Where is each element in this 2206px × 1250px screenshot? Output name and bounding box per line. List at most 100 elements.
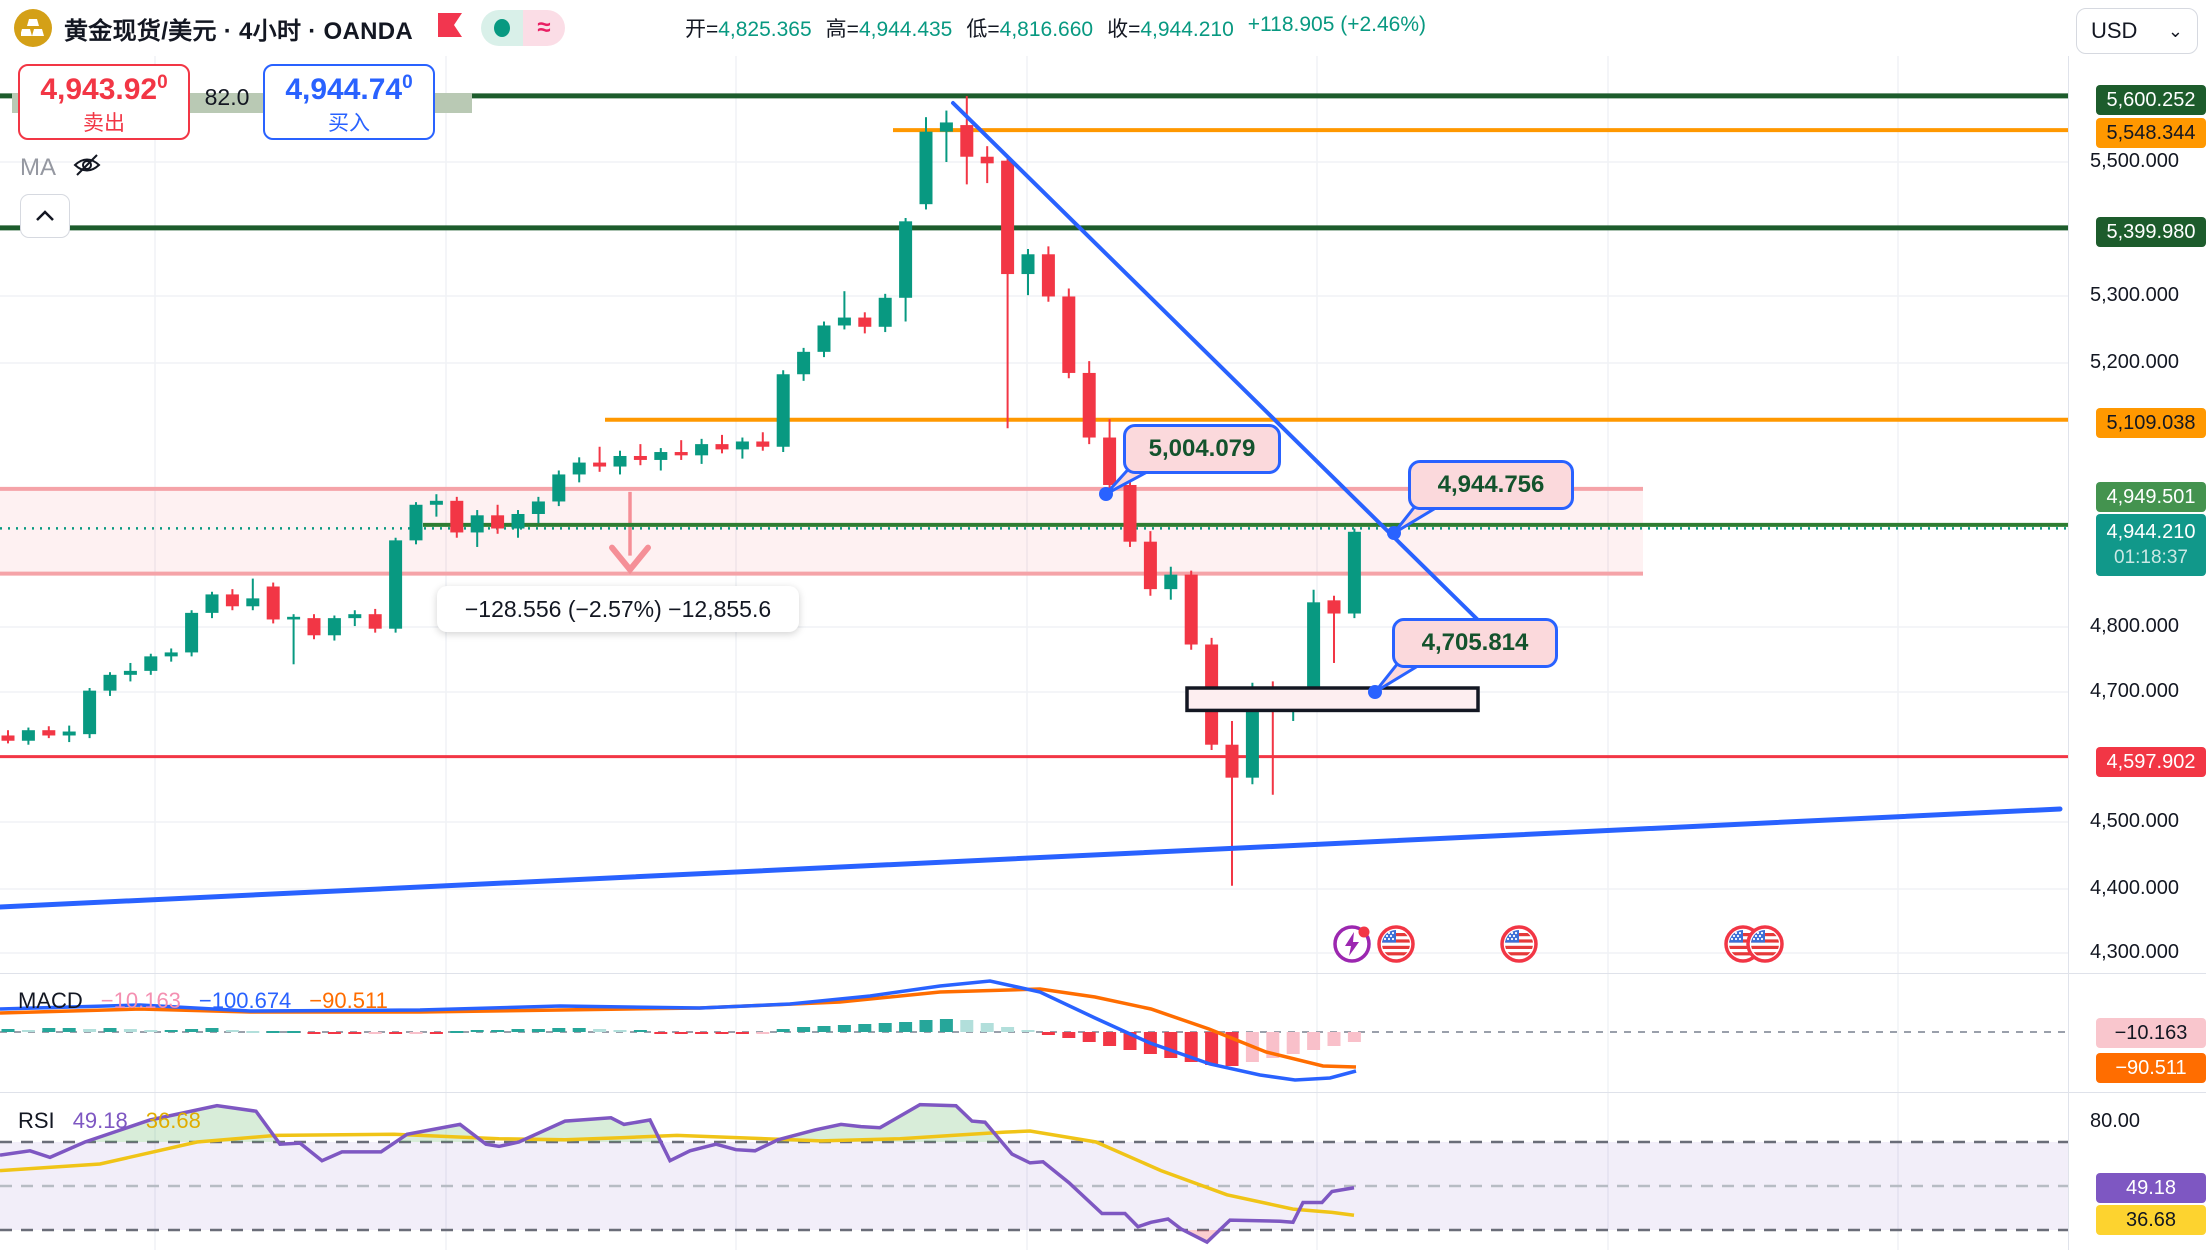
rsi-pane-separator[interactable] bbox=[0, 1092, 2206, 1093]
ascending-trendline[interactable] bbox=[0, 806, 2063, 910]
macd-hist-bar bbox=[633, 1030, 647, 1032]
axis-label: 5,300.000 bbox=[2090, 284, 2179, 306]
macd-hist-bar bbox=[491, 1030, 505, 1032]
sell-price: 4,943.92 bbox=[40, 72, 158, 106]
candle-body bbox=[960, 125, 974, 157]
axis-price-badge: 4,949.501 bbox=[2096, 482, 2206, 512]
economic-event-lightning-icon[interactable] bbox=[1331, 923, 1373, 970]
candle-body bbox=[1082, 372, 1096, 438]
macd-hist-bar bbox=[83, 1029, 97, 1032]
price-callout[interactable]: 4,705.814 bbox=[1392, 618, 1558, 668]
buy-price: 4,944.74 bbox=[285, 72, 403, 106]
us-flag-event-icon[interactable] bbox=[1375, 923, 1417, 970]
candle-body bbox=[837, 317, 851, 326]
candle-body bbox=[225, 594, 239, 607]
collapse-pane-button[interactable] bbox=[20, 194, 70, 238]
buy-button[interactable]: 4,944.740 买入 bbox=[263, 64, 435, 140]
macd-hist-bar bbox=[776, 1029, 790, 1032]
approx-price-icon[interactable]: ≈ bbox=[522, 10, 565, 46]
ohlc-readout: 开=4,825.365 高=4,944.435 低=4,816.660 收=4,… bbox=[685, 13, 1426, 43]
candle-body bbox=[1, 735, 15, 741]
macd-hist-bar bbox=[225, 1030, 239, 1032]
candle-body bbox=[185, 612, 199, 653]
candle-body bbox=[1123, 484, 1137, 542]
macd-hist-bar bbox=[1103, 1032, 1117, 1046]
macd-hist-bar bbox=[960, 1020, 974, 1032]
anchor-dot[interactable] bbox=[1099, 487, 1113, 501]
eye-off-icon[interactable] bbox=[72, 150, 102, 185]
us-flag-event-icon[interactable] bbox=[1744, 923, 1786, 970]
candle-body bbox=[246, 598, 260, 607]
macd-hist-bar bbox=[266, 1031, 280, 1033]
measure-tool-label[interactable]: −128.556 (−2.57%) −12,855.6 bbox=[437, 586, 799, 632]
macd-hist-bar bbox=[654, 1032, 668, 1034]
market-status-icon[interactable] bbox=[480, 10, 523, 46]
supply-zone[interactable] bbox=[0, 488, 1643, 574]
axis-label: 80.00 bbox=[2090, 1110, 2141, 1132]
macd-pane-separator[interactable] bbox=[0, 973, 2206, 974]
axis-label: 4,800.000 bbox=[2090, 615, 2179, 637]
candle-body bbox=[1021, 254, 1035, 275]
chevron-down-icon: ⌄ bbox=[2167, 20, 2183, 41]
candle-body bbox=[674, 452, 688, 456]
candle-body bbox=[307, 618, 321, 636]
macd-hist-bar bbox=[1307, 1032, 1321, 1050]
macd-hist-bar bbox=[674, 1032, 688, 1034]
anchor-dot[interactable] bbox=[1387, 526, 1401, 540]
currency-selector[interactable]: USD ⌄ bbox=[2076, 8, 2198, 54]
rsi-overbought-fill bbox=[85, 1105, 279, 1142]
macd-hist-bar bbox=[1001, 1027, 1015, 1032]
macd-hist-bar bbox=[348, 1032, 362, 1034]
macd-hist-bar bbox=[327, 1032, 341, 1034]
price-axis-border[interactable] bbox=[2068, 56, 2069, 1250]
candle-body bbox=[450, 500, 464, 533]
rsi-ma-line bbox=[0, 1129, 1355, 1217]
order-block-rect[interactable] bbox=[1185, 686, 1480, 713]
candle-body bbox=[62, 731, 76, 736]
gridlines bbox=[0, 56, 2068, 1250]
macd-hist-bar bbox=[1327, 1032, 1341, 1046]
anchor-dot[interactable] bbox=[1368, 685, 1382, 699]
low-label: 低= bbox=[966, 18, 1000, 41]
price-callout[interactable]: 5,004.079 bbox=[1123, 424, 1281, 474]
high-label: 高= bbox=[825, 18, 859, 41]
axis-label: 5,200.000 bbox=[2090, 351, 2179, 373]
macd-hist-bar bbox=[1347, 1032, 1361, 1042]
candle-body bbox=[348, 614, 362, 619]
candle-body bbox=[368, 614, 382, 629]
macd-hist-bar bbox=[1164, 1032, 1178, 1058]
candle-body bbox=[552, 474, 566, 502]
ma-label: MA bbox=[20, 153, 56, 181]
currency-value: USD bbox=[2091, 18, 2138, 43]
candle-body bbox=[633, 455, 647, 460]
price-callout[interactable]: 4,944.756 bbox=[1408, 460, 1574, 510]
candle-body bbox=[715, 444, 729, 450]
countdown-timer: 01:18:37 bbox=[2114, 547, 2188, 568]
macd-hist-bar bbox=[307, 1032, 321, 1034]
macd-hist-bar bbox=[531, 1029, 545, 1032]
macd-hist-bar bbox=[695, 1032, 709, 1034]
candle-body bbox=[205, 594, 219, 613]
macd-hist-bar bbox=[123, 1029, 137, 1032]
candle-body bbox=[654, 452, 668, 460]
flag-marker-icon[interactable] bbox=[435, 11, 465, 46]
candle-body bbox=[695, 444, 709, 456]
macd-hist-bar bbox=[735, 1032, 749, 1034]
sell-button[interactable]: 4,943.920 卖出 bbox=[18, 64, 190, 140]
macd-hist-bar bbox=[1021, 1030, 1035, 1032]
rsi-legend[interactable]: RSI 49.18 36.68 bbox=[18, 1108, 201, 1134]
rsi-overbought-fill bbox=[773, 1104, 1002, 1142]
macd-hist-bar bbox=[1286, 1032, 1300, 1054]
axis-price-badge: 49.18 bbox=[2096, 1173, 2206, 1203]
macd-hist-bar bbox=[511, 1029, 525, 1032]
symbol-title[interactable]: 黄金现货/美元 · 4小时 · OANDA bbox=[64, 17, 413, 45]
us-flag-event-icon[interactable] bbox=[1498, 923, 1540, 970]
measure-arrow-head[interactable] bbox=[609, 544, 651, 575]
macd-legend[interactable]: MACD −10.163 −100.674 −90.511 bbox=[18, 988, 388, 1014]
header-bar: 黄金现货/美元 · 4小时 · OANDA ≈ 开=4,825.365 高=4,… bbox=[0, 0, 2206, 56]
macd-hist-bar bbox=[797, 1027, 811, 1032]
macd-hist-bar bbox=[980, 1023, 994, 1032]
candle-body bbox=[756, 441, 770, 447]
candle-body bbox=[287, 616, 301, 620]
